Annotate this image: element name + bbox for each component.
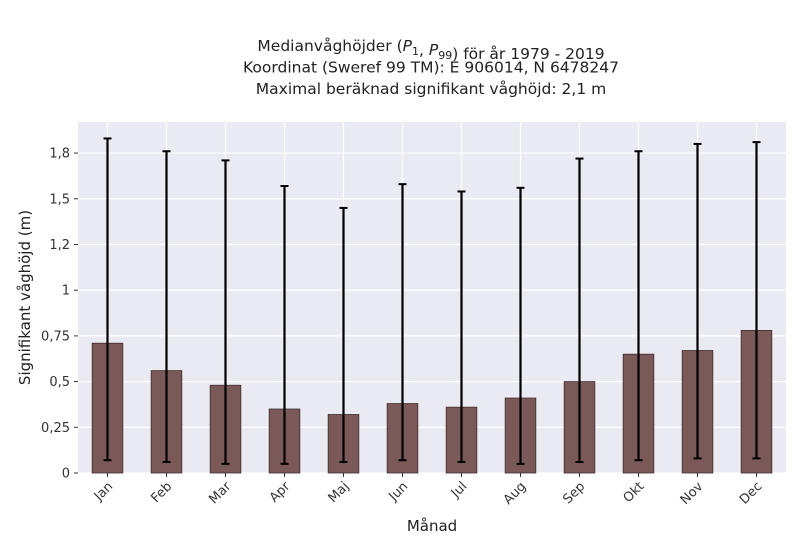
- y-tick-label: 1,2: [49, 238, 70, 253]
- chart-title: Medianvåghöjder (P1, P99) för år 1979 - …: [243, 37, 619, 98]
- x-tick-label-okt: Okt: [621, 479, 648, 506]
- x-tick-label-sep: Sep: [560, 479, 588, 507]
- x-tick-label-feb: Feb: [148, 479, 175, 506]
- error-bar-mar: [221, 159, 230, 465]
- x-tick-label-apr: Apr: [267, 479, 294, 506]
- plot-area: [78, 122, 786, 473]
- y-tick-label: 0,5: [49, 375, 70, 390]
- error-bars: [103, 137, 761, 465]
- title-line-3: Maximal beräknad signifikant våghöjd: 2,…: [256, 80, 606, 98]
- x-axis-ticks: Jan Feb Mar Apr Maj Jun Jul Aug Sep Okt Nov Dec: [91, 473, 765, 508]
- title-line-1: Medianvåghöjder (P1, P99) för år 1979 - …: [257, 37, 604, 63]
- y-tick-label: 1,5: [49, 192, 70, 207]
- error-bar-jan: [103, 137, 112, 462]
- error-bar-aug: [516, 186, 525, 465]
- y-axis-label: Signifikant våghöjd (m): [16, 210, 34, 385]
- error-bar-nov: [693, 142, 702, 460]
- x-axis-label: Månad: [407, 517, 457, 535]
- x-tick-label-maj: Maj: [326, 479, 353, 506]
- error-bar-okt: [634, 150, 643, 462]
- y-axis-ticks: 0 0,25 0,5 0,75 1 1,2 1,5 1,8: [41, 147, 78, 482]
- x-tick-label-mar: Mar: [206, 479, 234, 507]
- x-tick-label-dec: Dec: [737, 479, 765, 507]
- y-tick-label: 1,8: [49, 147, 70, 162]
- error-bar-maj: [339, 206, 348, 464]
- error-bar-sep: [575, 157, 584, 464]
- x-tick-label-jan: Jan: [91, 479, 116, 504]
- error-bar-jul: [457, 190, 466, 464]
- y-tick-label: 1: [62, 284, 70, 299]
- y-tick-label: 0: [62, 467, 70, 482]
- y-tick-label: 0,75: [41, 329, 70, 344]
- error-bar-apr: [280, 184, 289, 465]
- error-bar-dec: [752, 141, 761, 460]
- x-tick-label-jul: Jul: [448, 479, 470, 501]
- y-tick-label: 0,25: [41, 421, 70, 436]
- x-tick-label-aug: Aug: [501, 479, 530, 508]
- error-bar-jun: [398, 183, 407, 462]
- x-tick-label-nov: Nov: [678, 479, 707, 508]
- title-line-2: Koordinat (Sweref 99 TM): E 906014, N 64…: [243, 59, 619, 77]
- x-tick-label-jun: Jun: [386, 479, 412, 505]
- error-bar-feb: [162, 150, 171, 464]
